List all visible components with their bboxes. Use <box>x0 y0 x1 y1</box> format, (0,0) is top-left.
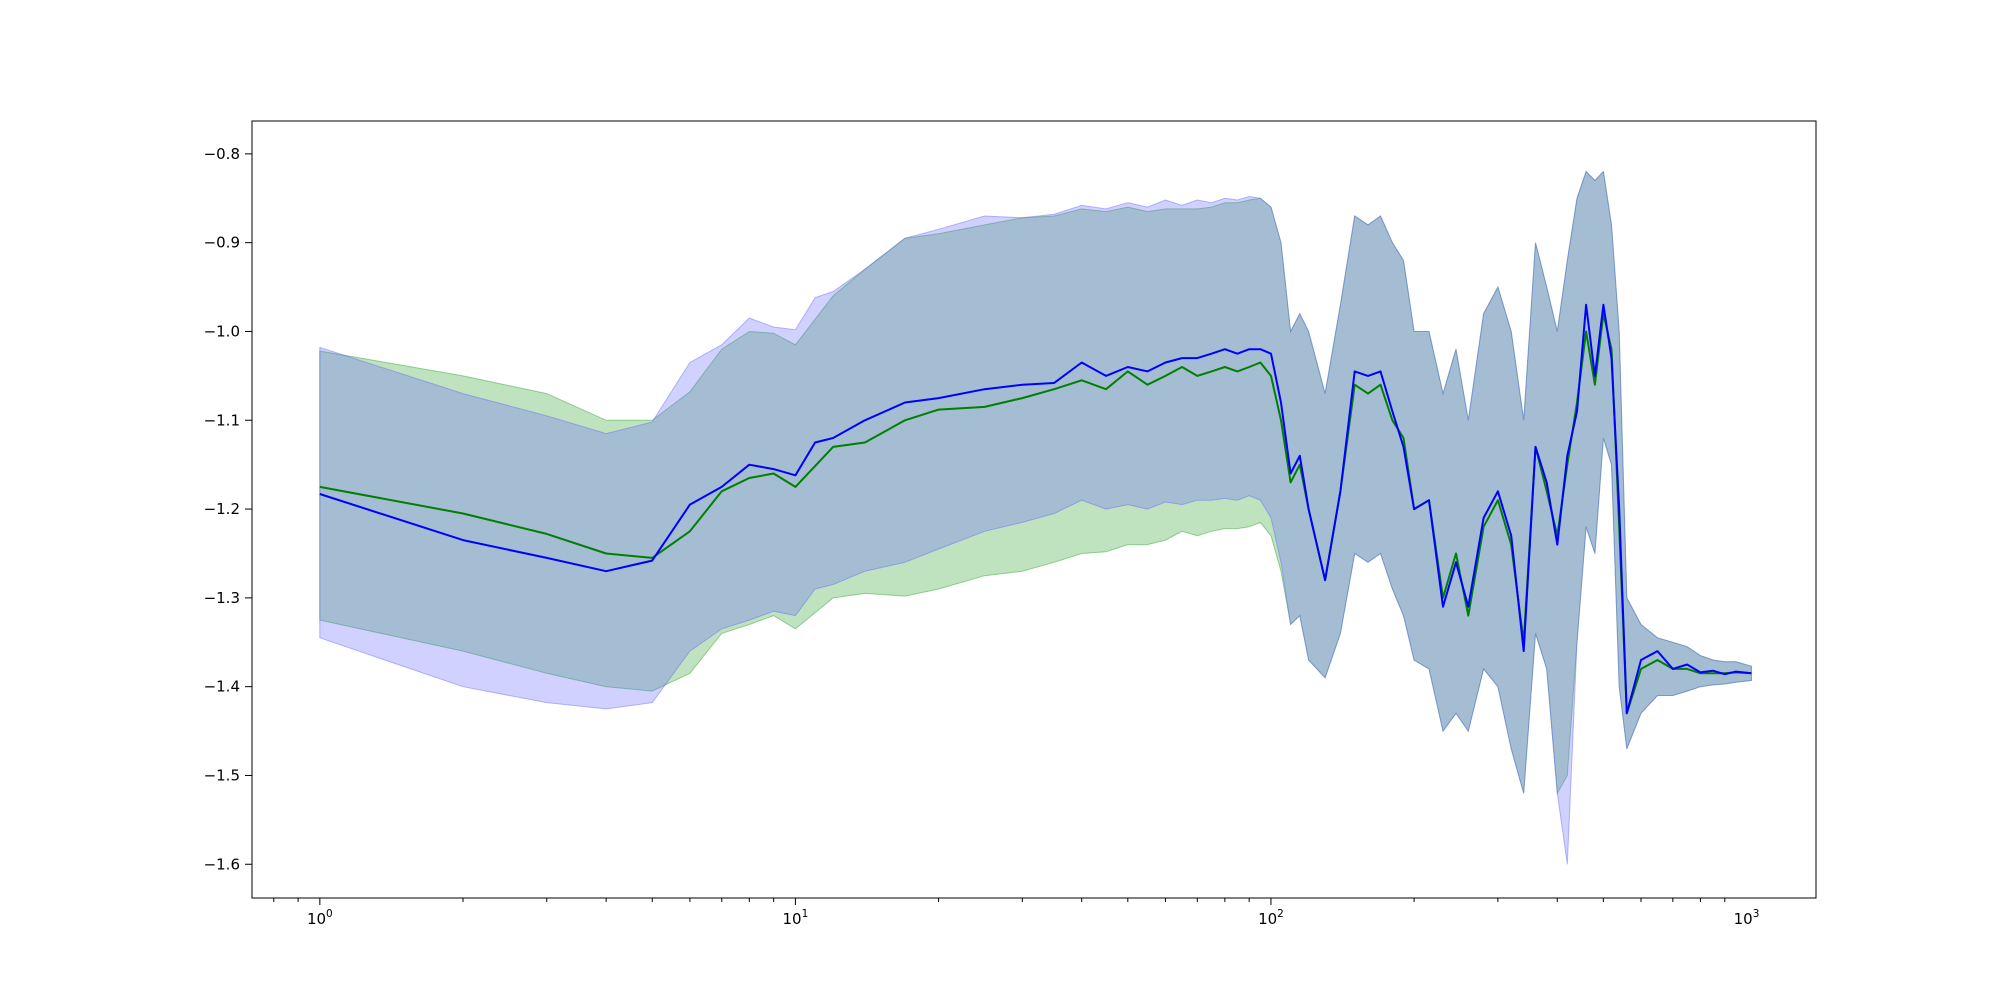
series-2-band <box>319 170 1752 865</box>
y-tick-label: −1.0 <box>204 322 240 340</box>
x-tick-label: 100 <box>307 908 333 928</box>
x-tick-label: 103 <box>1734 908 1760 928</box>
y-tick-label: −1.3 <box>204 589 240 607</box>
x-axis: 100 101 102 103 <box>273 898 1760 928</box>
series-1-band <box>319 170 1752 795</box>
y-tick-label: −0.9 <box>204 234 240 252</box>
series-2-line <box>319 303 1752 715</box>
confidence-bands <box>319 170 1752 865</box>
x-tick-label: 101 <box>783 908 809 928</box>
mean-lines <box>319 303 1752 715</box>
y-tick-label: −0.8 <box>204 145 240 163</box>
y-tick-label: −1.5 <box>204 766 240 784</box>
y-tick-label: −1.2 <box>204 500 240 518</box>
y-tick-label: −1.1 <box>204 411 240 429</box>
x-tick-label: 102 <box>1258 908 1284 928</box>
y-tick-label: −1.4 <box>204 678 240 696</box>
y-axis: −0.8 −0.9 −1.0 −1.1 −1.2 −1.3 −1.4 −1.5 −1.6 <box>204 145 252 873</box>
y-tick-label: −1.6 <box>204 855 240 873</box>
